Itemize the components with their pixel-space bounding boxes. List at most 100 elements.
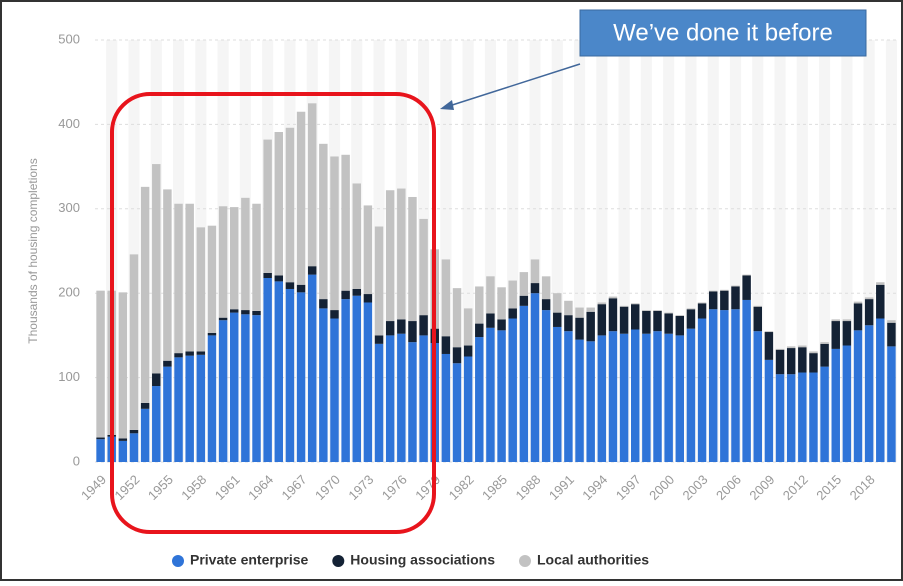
- bar-segment: [508, 318, 517, 462]
- bar-segment: [207, 225, 217, 333]
- bar-segment: [408, 321, 417, 343]
- bar-segment: [887, 320, 896, 323]
- bar-segment: [263, 272, 272, 279]
- y-tick-label: 400: [58, 116, 80, 131]
- bar-segment: [831, 348, 840, 462]
- y-tick-label: 300: [58, 200, 80, 215]
- bar-segment: [497, 287, 506, 320]
- bar-segment: [185, 351, 194, 356]
- bar-segment: [363, 294, 373, 303]
- column-stripe: [440, 40, 452, 462]
- bar-segment: [463, 356, 473, 462]
- bar-segment: [441, 336, 451, 354]
- bar-segment: [664, 312, 673, 314]
- bar-segment: [274, 131, 284, 276]
- bar-segment: [820, 343, 829, 367]
- bar-segment: [519, 272, 529, 296]
- bar-segment: [140, 408, 150, 462]
- bar-segment: [564, 331, 573, 462]
- bar-segment: [463, 345, 473, 357]
- bar-segment: [385, 321, 395, 336]
- bar-segment: [530, 283, 540, 294]
- bar-segment: [352, 183, 361, 289]
- bar-segment: [853, 330, 863, 462]
- bar-segment: [363, 205, 373, 295]
- bar-segment: [619, 306, 629, 334]
- bar-segment: [152, 386, 161, 462]
- bar-segment: [441, 353, 451, 462]
- bar-segment: [486, 276, 495, 314]
- bar-segment: [296, 111, 306, 285]
- bar-segment: [575, 307, 584, 318]
- bar-segment: [720, 289, 729, 291]
- bar-segment: [196, 227, 206, 352]
- bar-segment: [263, 139, 272, 273]
- bar-segment: [619, 333, 629, 462]
- bar-segment: [419, 218, 428, 316]
- bar-segment: [307, 274, 317, 462]
- column-stripe: [618, 40, 630, 462]
- bar-segment: [486, 327, 495, 462]
- bar-segment: [352, 288, 361, 296]
- bar-segment: [686, 309, 696, 329]
- legend-swatch: [519, 555, 531, 567]
- bar-segment: [686, 308, 696, 310]
- bar-segment: [374, 226, 384, 336]
- bar-segment: [798, 347, 807, 373]
- arrow-head: [440, 100, 454, 110]
- bar-segment: [341, 154, 350, 291]
- bar-segment: [597, 304, 607, 336]
- bar-segment: [285, 127, 295, 283]
- bar-segment: [519, 305, 529, 462]
- column-stripe: [885, 40, 897, 462]
- legend-label: Private enterprise: [190, 552, 308, 568]
- bar-segment: [564, 315, 573, 332]
- bar-segment: [274, 281, 284, 462]
- bar-segment: [486, 313, 495, 328]
- bar-segment: [809, 372, 818, 462]
- bar-segment: [185, 203, 194, 352]
- bar-segment: [441, 259, 451, 337]
- bar-segment: [864, 299, 874, 326]
- bar-segment: [319, 299, 328, 309]
- bar-segment: [820, 342, 829, 344]
- bar-segment: [586, 341, 595, 462]
- bar-segment: [374, 343, 384, 462]
- legend: Private enterprise Housing associations Lo…: [172, 552, 649, 568]
- bar-segment: [508, 308, 517, 319]
- column-stripe: [796, 40, 808, 462]
- bar-segment: [764, 331, 774, 333]
- bar-segment: [475, 286, 484, 324]
- bar-segment: [775, 374, 785, 462]
- bar-segment: [697, 318, 707, 462]
- bar-segment: [419, 315, 428, 336]
- column-stripe: [752, 40, 764, 462]
- bar-segment: [408, 342, 417, 462]
- bar-segment: [330, 318, 339, 462]
- bar-segment: [196, 354, 206, 462]
- bar-segment: [642, 310, 651, 334]
- bar-segment: [296, 292, 306, 462]
- bar-segment: [285, 288, 295, 462]
- column-stripe: [596, 40, 608, 462]
- legend-label: Housing associations: [350, 552, 495, 568]
- y-tick-label: 500: [58, 31, 80, 46]
- column-stripe: [841, 40, 853, 462]
- bar-segment: [196, 351, 206, 355]
- bar-segment: [129, 254, 139, 430]
- bar-segment: [809, 353, 818, 373]
- bar-segment: [285, 282, 295, 289]
- y-axis-label: Thousands of housing completions: [26, 158, 40, 343]
- bar-segment: [831, 321, 840, 349]
- bar-segment: [296, 284, 306, 293]
- bar-segment: [163, 189, 172, 361]
- column-stripe: [774, 40, 786, 462]
- bar-segment: [586, 307, 595, 312]
- bar-segment: [252, 315, 261, 462]
- bar-segment: [708, 291, 718, 310]
- bar-segment: [631, 304, 640, 330]
- bar-segment: [452, 288, 462, 348]
- bar-segment: [207, 332, 217, 336]
- bar-segment: [385, 335, 395, 462]
